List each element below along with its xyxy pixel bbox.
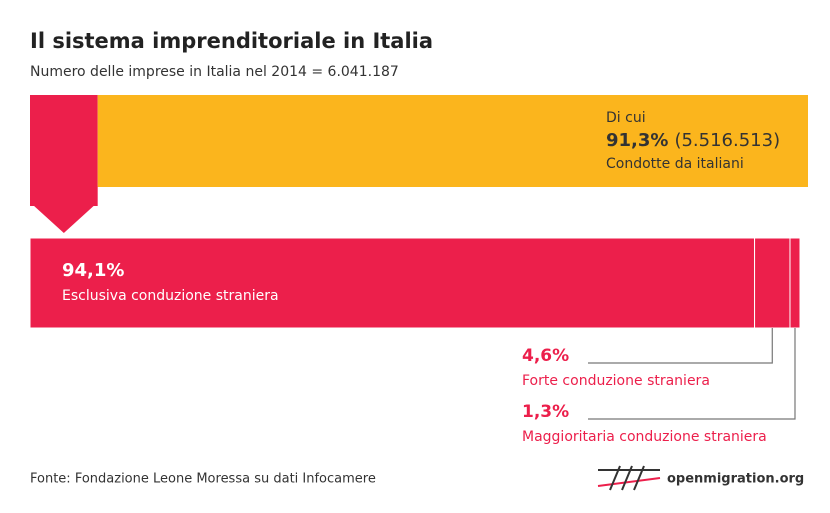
chart-title: Il sistema imprenditoriale in Italia (30, 29, 433, 53)
bar-segment (754, 237, 791, 329)
logo-text: openmigration.org (667, 472, 804, 487)
leader-line (588, 328, 773, 364)
count-label: (5.516.513) (674, 130, 780, 151)
bar-segment (29, 237, 756, 329)
legend-label: Condotte da italiani (606, 156, 744, 172)
segment-label: Maggioritaria conduzione straniera (522, 429, 767, 445)
bar-segment (97, 95, 809, 187)
bar-segment (789, 237, 801, 329)
segment-label: Esclusiva conduzione straniera (62, 288, 279, 304)
chart-subtitle: Numero delle imprese in Italia nel 2014 … (30, 64, 399, 80)
bar-segment (30, 95, 98, 187)
arrow-head (33, 205, 95, 233)
value-label: 4,6% (522, 346, 569, 366)
segment-label: Forte conduzione straniera (522, 373, 710, 389)
source: Fonte: Fondazione Leone Moressa su dati … (30, 472, 376, 487)
leader-line (588, 328, 796, 420)
arrow-stem (30, 186, 98, 206)
value-label: 94,1% (62, 260, 124, 281)
logo-line (621, 465, 633, 491)
logo-line (609, 465, 621, 491)
logo-line (597, 477, 661, 487)
value-label: 1,3% (522, 402, 569, 422)
intro-label: Di cui (606, 110, 646, 126)
value-label: 91,3% (606, 130, 668, 151)
logo-line (633, 465, 645, 491)
logo-mark (597, 465, 661, 491)
value-label: 91,3% (5.516.513) (606, 130, 780, 151)
